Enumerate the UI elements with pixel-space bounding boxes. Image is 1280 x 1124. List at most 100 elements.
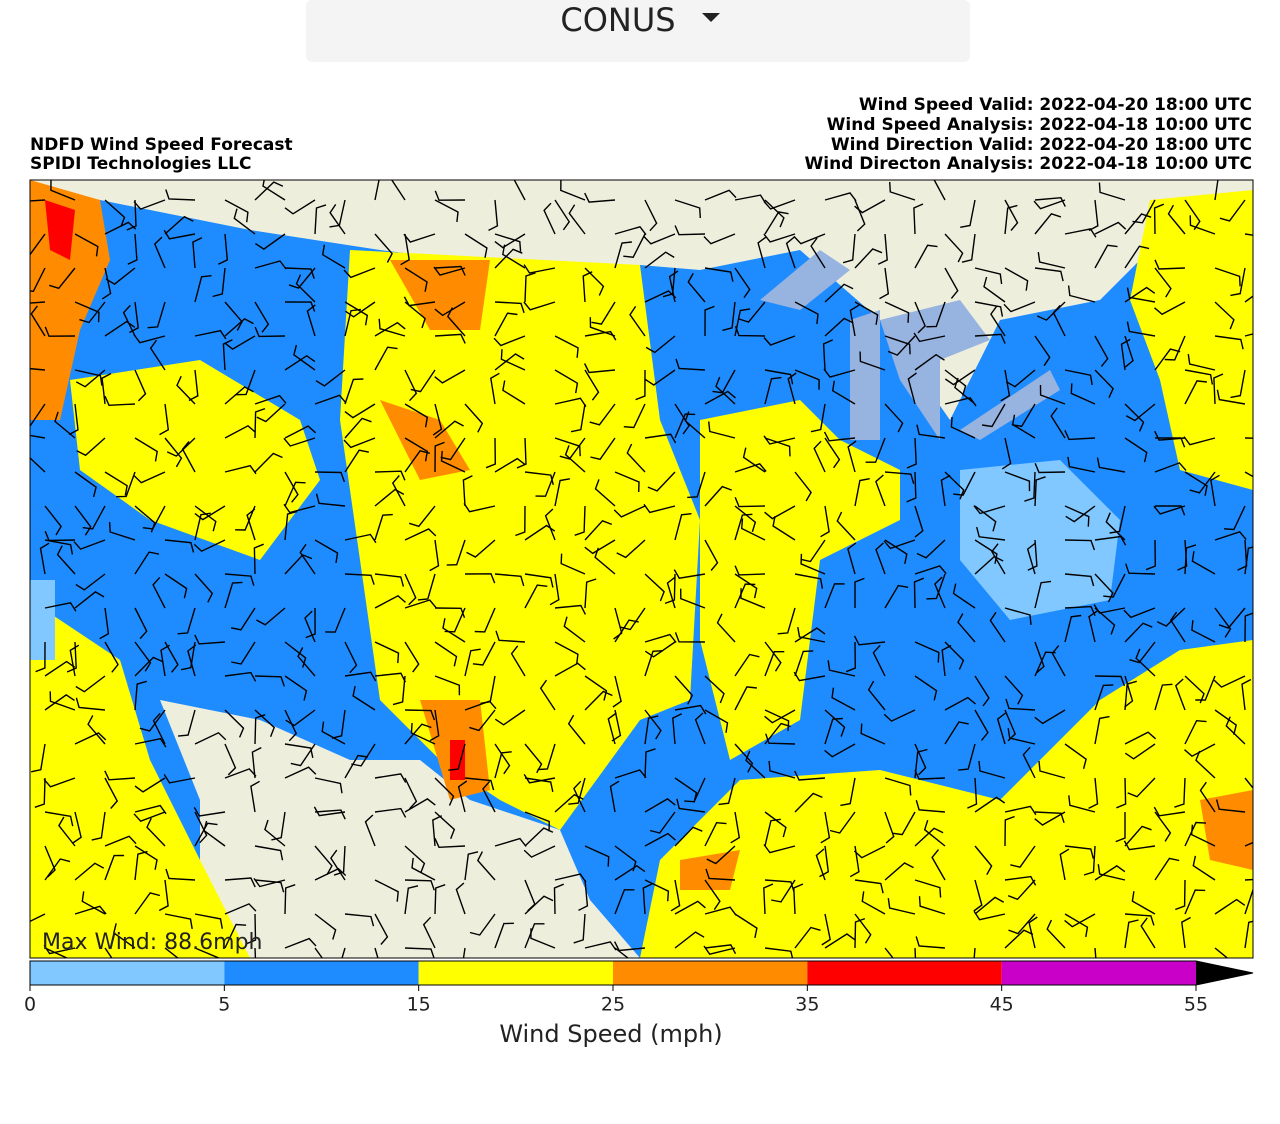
wind-barb <box>734 653 760 677</box>
wind-barb <box>344 403 376 419</box>
wind-barb <box>1124 437 1148 463</box>
wind-barb <box>1094 675 1126 687</box>
wind-barb <box>165 868 196 881</box>
wind-barb <box>674 900 706 915</box>
wind-barb <box>1083 845 1096 876</box>
wind-barb <box>872 644 886 677</box>
wind-barb <box>907 372 917 405</box>
wind-barb <box>623 403 646 429</box>
wind-barb <box>973 910 1006 921</box>
wind-barb <box>1068 795 1096 813</box>
wind-barb <box>404 573 417 606</box>
wind-barb <box>164 215 194 235</box>
wind-barb <box>75 573 106 591</box>
wind-barb <box>564 445 586 473</box>
wind-barb <box>609 780 620 813</box>
wind-barb <box>75 697 106 711</box>
wind-barb <box>934 576 946 609</box>
wind-barb <box>785 236 796 269</box>
wind-barb <box>734 497 766 508</box>
wind-barb <box>1214 267 1241 287</box>
wind-barb <box>875 474 886 507</box>
wind-barb <box>54 411 76 439</box>
wind-barb <box>884 403 904 433</box>
wind-barb <box>44 505 62 536</box>
wind-barb <box>867 680 886 711</box>
wind-barb <box>824 933 856 949</box>
wind-barb <box>794 926 821 949</box>
wind-barb <box>490 372 500 405</box>
dropdown[interactable]: CONUS <box>306 0 970 62</box>
wind-barb <box>72 811 82 844</box>
wind-barb <box>44 539 74 555</box>
wind-barb <box>642 883 653 915</box>
wind-barb <box>554 199 571 231</box>
wind-barb <box>1164 335 1186 361</box>
wind-barb <box>333 845 346 876</box>
wind-barb <box>224 386 254 405</box>
wind-barb <box>1004 204 1018 235</box>
wind-barb <box>1027 539 1038 571</box>
wind-barb <box>614 769 647 779</box>
header-left: SPIDI Technologies LLC <box>30 154 251 174</box>
wind-barb <box>194 811 208 844</box>
wind-barb <box>341 947 346 958</box>
wind-barb <box>432 403 443 436</box>
wind-barb <box>635 369 646 401</box>
wind-barb <box>1214 301 1235 330</box>
wind-barb <box>194 573 214 603</box>
wind-barb <box>251 746 262 779</box>
wind-barb <box>104 199 126 227</box>
wind-barb <box>352 685 376 711</box>
wind-barb <box>582 271 593 303</box>
wind-barb <box>560 180 586 201</box>
dropdown-box[interactable] <box>306 0 970 62</box>
wind-barb <box>794 573 824 589</box>
wind-barb <box>404 599 437 609</box>
wind-barb <box>974 333 1006 344</box>
wind-barb <box>164 539 195 553</box>
wind-barb <box>1094 369 1114 398</box>
wind-barb <box>515 505 526 537</box>
wind-barb <box>254 301 270 333</box>
wind-barb <box>973 505 1006 515</box>
wind-barb <box>187 644 197 677</box>
wind-barb <box>1064 539 1096 551</box>
colorbar-tick-label: 55 <box>1184 994 1208 1016</box>
wind-barb <box>134 777 166 793</box>
wind-barb <box>30 233 46 256</box>
wind-barb <box>1001 437 1012 470</box>
wind-barb <box>524 923 545 949</box>
wind-barb <box>1064 913 1096 928</box>
wind-barb <box>674 413 696 439</box>
wind-barb <box>1154 857 1180 881</box>
wind-barb <box>74 301 100 323</box>
wind-barb <box>404 267 428 292</box>
wind-barb <box>404 947 435 958</box>
wind-barb <box>573 780 586 813</box>
wind-barb <box>344 913 375 927</box>
wind-barb <box>1125 563 1156 575</box>
wind-barb <box>149 339 166 371</box>
wind-barb <box>794 471 812 502</box>
wind-barb <box>344 308 361 337</box>
wind-barb <box>403 296 436 307</box>
dropdown-caret[interactable] <box>702 13 720 22</box>
wind-barb <box>126 199 137 231</box>
wind-barb <box>299 543 316 575</box>
wind-barb <box>914 675 938 701</box>
wind-barb <box>1124 919 1139 949</box>
dropdown-label[interactable]: CONUS <box>560 1 675 39</box>
wind-barb <box>1199 781 1216 813</box>
wind-barb <box>840 777 856 807</box>
wind-barb <box>44 694 75 711</box>
wind-barb <box>584 369 600 401</box>
wind-barb <box>315 493 346 507</box>
wind-barb <box>763 883 774 915</box>
wind-barb <box>763 844 796 854</box>
wind-barb <box>524 573 554 588</box>
wind-barb <box>374 773 407 783</box>
wind-barb <box>44 858 71 881</box>
wind-barb <box>44 602 77 612</box>
wind-barb <box>404 301 426 329</box>
